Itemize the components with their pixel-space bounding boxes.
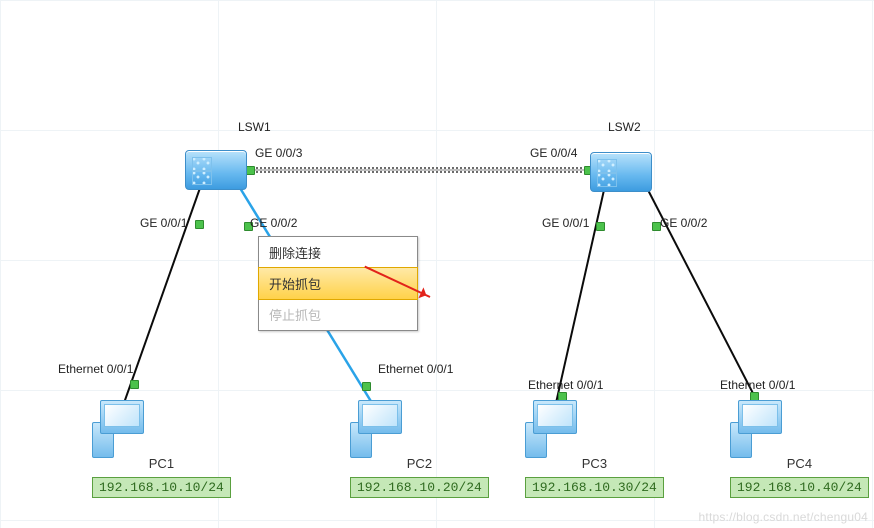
device-label: PC1 <box>92 456 231 471</box>
ip-badge: 192.168.10.20/24 <box>350 477 489 498</box>
port-label: GE 0/0/2 <box>250 216 297 230</box>
device-lsw2[interactable] <box>590 152 652 192</box>
port-label: Ethernet 0/0/1 <box>58 362 133 376</box>
port-dot <box>652 222 661 231</box>
device-label: PC3 <box>525 456 664 471</box>
topology-canvas[interactable]: LSW1 LSW2 PC1 192.168.10.10/24 PC2 192.1… <box>0 0 874 528</box>
ctx-item-start-capture[interactable]: 开始抓包 <box>258 267 418 300</box>
device-lsw1[interactable] <box>185 150 247 190</box>
watermark: https://blog.csdn.net/chengu04 <box>699 510 868 524</box>
port-label: GE 0/0/3 <box>255 146 302 160</box>
ctx-item-stop-capture: 停止抓包 <box>259 299 417 330</box>
port-label: GE 0/0/1 <box>542 216 589 230</box>
device-pc3[interactable]: PC3 192.168.10.30/24 <box>525 400 664 498</box>
device-label: PC2 <box>350 456 489 471</box>
port-dot <box>195 220 204 229</box>
device-pc2[interactable]: PC2 192.168.10.20/24 <box>350 400 489 498</box>
context-menu[interactable]: 删除连接 开始抓包 停止抓包 <box>258 236 418 331</box>
port-dot <box>596 222 605 231</box>
device-label-lsw2: LSW2 <box>608 120 641 134</box>
device-pc4[interactable]: PC4 192.168.10.40/24 <box>730 400 869 498</box>
port-label: Ethernet 0/0/1 <box>720 378 795 392</box>
ctx-item-delete-link[interactable]: 删除连接 <box>259 237 417 268</box>
device-label: PC4 <box>730 456 869 471</box>
port-label: GE 0/0/2 <box>660 216 707 230</box>
link-lsw1-pc1 <box>124 188 200 403</box>
pc-icon <box>350 400 404 454</box>
port-label: Ethernet 0/0/1 <box>378 362 453 376</box>
ip-badge: 192.168.10.10/24 <box>92 477 231 498</box>
port-dot <box>244 222 253 231</box>
port-label: Ethernet 0/0/1 <box>528 378 603 392</box>
link-lsw2-pc4 <box>648 190 758 403</box>
pc-icon <box>730 400 784 454</box>
ip-badge: 192.168.10.40/24 <box>730 477 869 498</box>
pc-icon <box>92 400 146 454</box>
port-dot <box>246 166 255 175</box>
port-dot <box>362 382 371 391</box>
device-pc1[interactable]: PC1 192.168.10.10/24 <box>92 400 231 498</box>
port-label: GE 0/0/1 <box>140 216 187 230</box>
switch-icon <box>590 152 652 192</box>
device-label-lsw1: LSW1 <box>238 120 271 134</box>
port-dot <box>130 380 139 389</box>
port-label: GE 0/0/4 <box>530 146 577 160</box>
pc-icon <box>525 400 579 454</box>
ip-badge: 192.168.10.30/24 <box>525 477 664 498</box>
switch-icon <box>185 150 247 190</box>
